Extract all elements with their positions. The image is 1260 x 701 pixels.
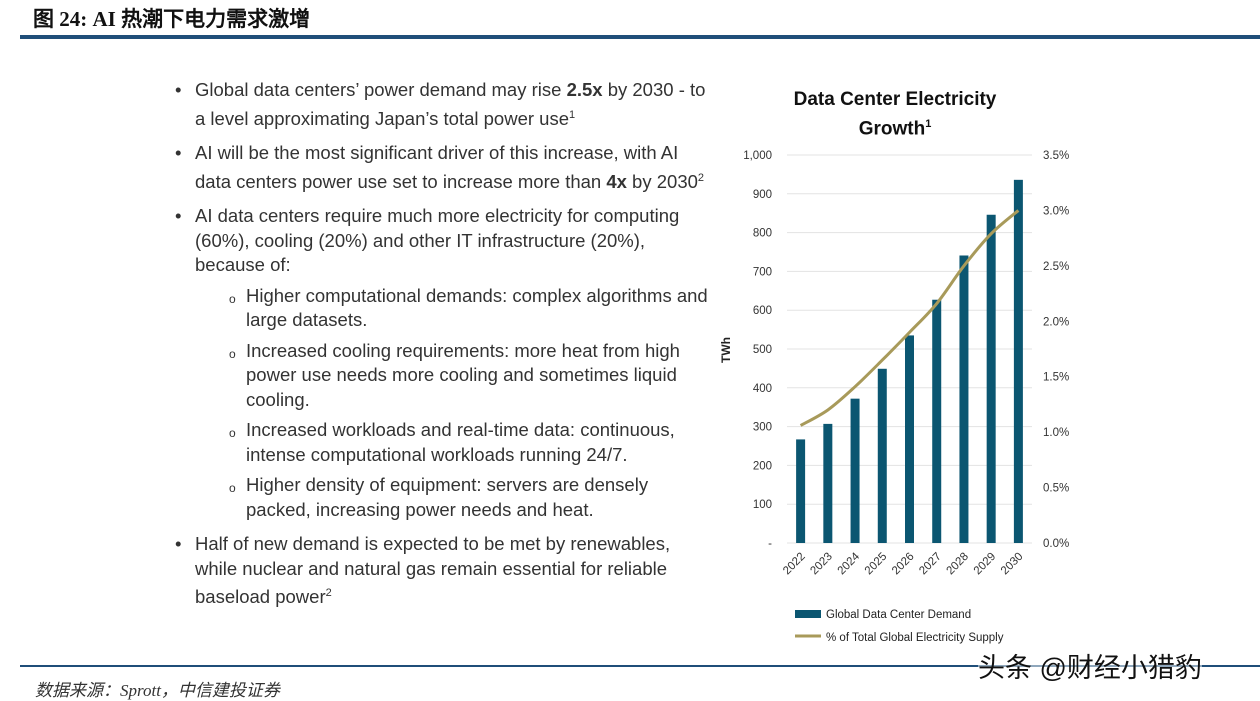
sub-bullet: Higher density of equipment: servers are… <box>175 473 715 522</box>
sub-bullet: Increased workloads and real-time data: … <box>175 418 715 467</box>
y-tick-label: 1,000 <box>743 150 772 162</box>
x-tick-label: 2023 <box>808 551 835 578</box>
bar <box>905 335 914 543</box>
bullet-list: Global data centers’ power demand may ri… <box>175 78 715 620</box>
sub-bullet: Increased cooling requirements: more hea… <box>175 339 715 413</box>
y-tick-label: 500 <box>753 344 772 356</box>
y-tick-label: 800 <box>753 228 772 240</box>
series-line <box>799 209 1020 427</box>
bullet: AI data centers require much more electr… <box>175 204 715 278</box>
x-tick-label: 2028 <box>944 551 971 578</box>
legend-line-label: % of Total Global Electricity Supply <box>826 632 1004 644</box>
y2-tick-label: 3.0% <box>1043 205 1069 217</box>
y2-tick-label: 0.5% <box>1043 483 1069 495</box>
x-tick-label: 2024 <box>836 550 863 577</box>
y2-tick-label: 2.5% <box>1043 261 1069 273</box>
x-tick-label: 2026 <box>890 551 917 578</box>
y-tick-label: 400 <box>753 383 772 395</box>
x-tick-label: 2025 <box>863 551 890 578</box>
legend-bar-label: Global Data Center Demand <box>826 609 971 621</box>
bullet: Half of new demand is expected to be met… <box>175 532 715 610</box>
x-tick-label: 2030 <box>999 551 1026 578</box>
bar <box>932 299 942 543</box>
y2-tick-label: 2.0% <box>1043 316 1069 328</box>
x-tick-label: 2027 <box>917 551 944 578</box>
bar <box>986 214 996 543</box>
y-tick-label: 300 <box>753 422 772 434</box>
y-tick-label: 200 <box>753 460 772 472</box>
legend-bar-swatch <box>795 610 821 618</box>
figure-title: 图 24: AI 热潮下电力需求激增 <box>33 7 311 31</box>
x-tick-label: 2022 <box>781 551 808 578</box>
x-tick-label: 2029 <box>972 551 999 578</box>
y-tick-label: 700 <box>753 266 772 278</box>
y-tick-label: 600 <box>753 305 772 317</box>
bar <box>959 255 969 543</box>
bottom-divider <box>20 665 1260 667</box>
y-tick-label: 100 <box>753 499 772 511</box>
y2-tick-label: 1.5% <box>1043 372 1069 384</box>
y-tick-label: 900 <box>753 189 772 201</box>
bar <box>1013 179 1023 543</box>
sub-bullet: Higher computational demands: complex al… <box>175 284 715 333</box>
bar <box>796 439 806 543</box>
source-note: 数据来源：Sprott，中信建投证券 <box>35 681 280 700</box>
bullet: Global data centers’ power demand may ri… <box>175 78 715 131</box>
y2-tick-label: 0.0% <box>1043 538 1069 550</box>
y2-tick-label: 3.5% <box>1043 150 1069 162</box>
bullet: AI will be the most significant driver o… <box>175 141 715 194</box>
bar <box>850 398 860 543</box>
chart-title: Data Center Electricity Growth1 <box>793 89 997 140</box>
bar <box>823 423 833 543</box>
bar <box>877 368 887 543</box>
y-tick-label: - <box>768 538 772 550</box>
y2-tick-label: 1.0% <box>1043 427 1069 439</box>
top-divider <box>20 35 1260 39</box>
watermark: 头条 @财经小猎豹 <box>978 646 1202 685</box>
y-axis-label: TWh <box>719 337 733 363</box>
